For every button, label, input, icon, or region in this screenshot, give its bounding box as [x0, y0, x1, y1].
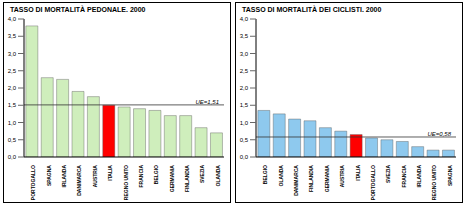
svg-text:3,0: 3,0 — [8, 51, 17, 57]
svg-text:0,0: 0,0 — [8, 154, 17, 160]
svg-text:ITALIA: ITALIA — [355, 165, 361, 181]
svg-text:DANIMARCA: DANIMARCA — [293, 165, 299, 196]
svg-text:0,5: 0,5 — [240, 137, 249, 143]
svg-text:FINLANDIA: FINLANDIA — [308, 165, 314, 192]
svg-text:OLANDA: OLANDA — [215, 165, 221, 187]
svg-text:UE=0,58: UE=0,58 — [427, 131, 451, 137]
svg-text:2,0: 2,0 — [8, 85, 17, 91]
html-text:TASSO DI MORTALITÀ PEDONALE. 2: TASSO DI MORTALITÀ PEDONALE. 2000 — [10, 6, 146, 13]
svg-text:FRANCIA: FRANCIA — [401, 165, 407, 188]
svg-text:FINLANDIA: FINLANDIA — [184, 165, 190, 192]
svg-text:PORTOGALLO: PORTOGALLO — [30, 165, 36, 200]
svg-text:IRLANDA: IRLANDA — [416, 165, 422, 188]
svg-text:SPAGNA: SPAGNA — [46, 165, 52, 186]
svg-text:2,5: 2,5 — [8, 68, 17, 74]
svg-text:AUSTRIA: AUSTRIA — [339, 165, 345, 188]
html-text:TASSO DI MORTALITÀ DEI CICLIST: TASSO DI MORTALITÀ DEI CICLISTI. 2000 — [242, 6, 382, 13]
svg-text:1,0: 1,0 — [8, 120, 17, 126]
svg-text:2,5: 2,5 — [240, 68, 249, 74]
svg-text:3,5: 3,5 — [240, 33, 249, 39]
svg-text:REGNO UNITO: REGNO UNITO — [431, 165, 437, 200]
svg-text:REGNO UNITO: REGNO UNITO — [123, 165, 129, 200]
svg-text:SPAGNA: SPAGNA — [447, 165, 453, 186]
svg-text:BELGIO: BELGIO — [262, 165, 268, 184]
svg-text:1,5: 1,5 — [240, 102, 249, 108]
svg-text:GERMANIA: GERMANIA — [169, 165, 175, 193]
svg-text:DANIMARCA: DANIMARCA — [76, 165, 82, 196]
svg-text:PORTOGALLO: PORTOGALLO — [370, 165, 376, 200]
svg-text:0,5: 0,5 — [8, 137, 17, 143]
svg-text:4,0: 4,0 — [240, 16, 249, 22]
svg-text:OLANDA: OLANDA — [278, 165, 284, 187]
svg-text:1,0: 1,0 — [240, 120, 249, 126]
svg-text:3,5: 3,5 — [8, 33, 17, 39]
svg-text:AUSTRIA: AUSTRIA — [92, 165, 98, 188]
svg-text:0,0: 0,0 — [240, 154, 249, 160]
svg-text:GERMANIA: GERMANIA — [324, 165, 330, 193]
svg-text:BELGIO: BELGIO — [153, 165, 159, 184]
svg-text:SVEZIA: SVEZIA — [385, 165, 391, 183]
svg-text:UE=1,51: UE=1,51 — [195, 99, 219, 105]
svg-text:SVEZIA: SVEZIA — [199, 165, 205, 183]
svg-text:IRLANDA: IRLANDA — [61, 165, 67, 188]
svg-text:4,0: 4,0 — [8, 16, 17, 22]
svg-text:2,0: 2,0 — [240, 85, 249, 91]
svg-text:3,0: 3,0 — [240, 51, 249, 57]
svg-text:FRANCIA: FRANCIA — [138, 165, 144, 188]
svg-text:1,5: 1,5 — [8, 102, 17, 108]
svg-text:ITALIA: ITALIA — [107, 165, 113, 181]
